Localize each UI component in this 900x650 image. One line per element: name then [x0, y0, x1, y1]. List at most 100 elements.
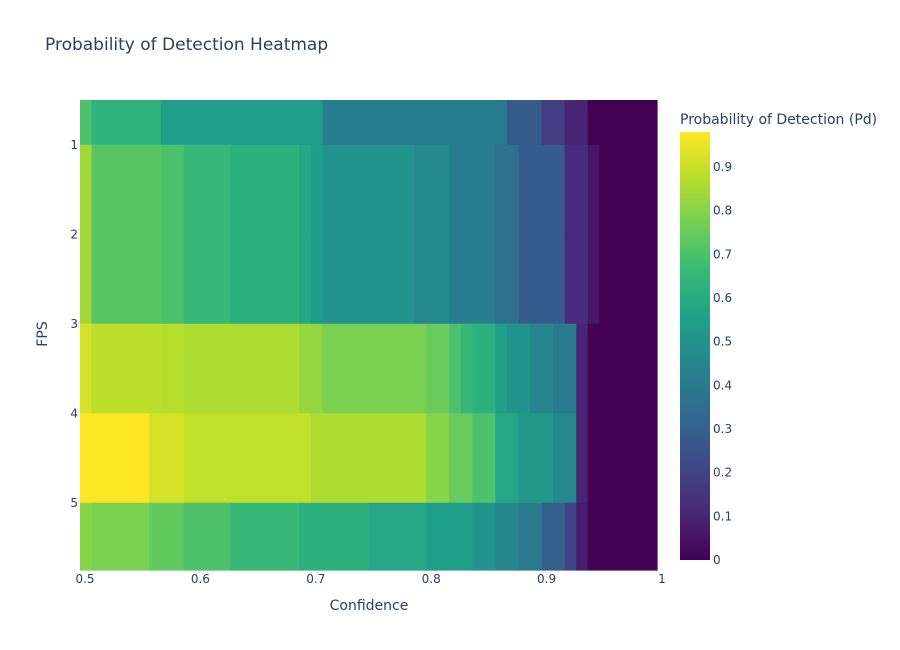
heatmap-cell: [80, 144, 93, 235]
x-axis-title: Confidence: [330, 598, 409, 614]
heatmap-cell: [541, 100, 566, 146]
heatmap-cell: [160, 234, 185, 325]
heatmap-cell: [495, 502, 520, 571]
colorbar-tick-label: 0.3: [713, 422, 732, 436]
heatmap-cell: [426, 323, 450, 414]
heatmap-cell: [530, 323, 554, 414]
y-tick-label: 4: [70, 406, 78, 420]
heatmap-cell: [518, 413, 554, 504]
heatmap-cell: [472, 323, 497, 414]
heatmap-cell: [449, 323, 462, 414]
heatmap-cell: [414, 144, 450, 235]
heatmap-cell: [576, 323, 589, 414]
heatmap-cell: [160, 144, 185, 235]
colorbar-tick-label: 0.7: [713, 247, 732, 261]
y-axis-title: FPS: [35, 321, 51, 346]
heatmap-cell: [599, 144, 658, 235]
heatmap-cell: [80, 502, 93, 571]
y-tick-label: 3: [70, 317, 78, 331]
heatmap-cell: [460, 323, 473, 414]
heatmap-cell: [368, 502, 427, 571]
colorbar-tick-label: 0: [713, 553, 721, 567]
colorbar: [680, 132, 710, 560]
heatmap-cell: [414, 234, 450, 325]
heatmap-cell: [160, 100, 323, 146]
heatmap-cell: [518, 502, 543, 571]
x-tick-label: 0.6: [191, 572, 210, 586]
heatmap-cell: [449, 144, 497, 235]
heatmap-cell: [91, 144, 162, 235]
heatmap-cell: [449, 413, 473, 504]
y-tick-label: 1: [70, 138, 78, 152]
heatmap-cell: [495, 413, 520, 504]
heatmap-cell: [495, 144, 520, 235]
heatmap-cell: [310, 234, 323, 325]
heatmap-cell: [299, 144, 312, 235]
colorbar-title: Probability of Detection (Pd): [680, 112, 877, 128]
heatmap-cell: [472, 413, 497, 504]
heatmap-cell: [230, 502, 300, 571]
colorbar-tick-label: 0.6: [713, 291, 732, 305]
heatmap-cell: [426, 413, 450, 504]
heatmap-cell: [553, 413, 577, 504]
heatmap-cell: [91, 323, 162, 414]
heatmap-cell: [91, 502, 150, 571]
heatmap-cell: [183, 413, 312, 504]
heatmap-cell: [587, 323, 658, 414]
heatmap-cell: [587, 413, 658, 504]
colorbar-tick-label: 0.4: [713, 378, 732, 392]
heatmap-cell: [576, 502, 589, 571]
heatmap-cell: [495, 234, 520, 325]
heatmap-cell: [322, 100, 497, 146]
heatmap-cell: [506, 100, 543, 146]
heatmap-cell: [322, 234, 416, 325]
heatmap-cell: [299, 234, 312, 325]
heatmap-cell: [576, 413, 589, 504]
x-axis-ticks: 0.5 0.6 0.7 0.8 0.9 1: [75, 572, 665, 586]
heatmap-cell: [91, 234, 162, 325]
heatmap-cell: [449, 234, 497, 325]
heatmap-cell: [553, 323, 577, 414]
colorbar-tick-label: 0.1: [713, 509, 732, 523]
heatmap-cell: [80, 413, 150, 504]
heatmap-cell: [80, 323, 93, 414]
heatmap-cell: [518, 144, 566, 235]
colorbar-tick-label: 0.5: [713, 335, 732, 349]
heatmap-cell: [472, 502, 497, 571]
heatmap-cell: [564, 502, 577, 571]
heatmap-cell: [506, 323, 531, 414]
heatmap-cell: [160, 323, 185, 414]
heatmap-cell: [564, 100, 589, 146]
chart-title: Probability of Detection Heatmap: [45, 35, 328, 55]
heatmap-cell: [91, 100, 162, 146]
heatmap-cell: [299, 502, 370, 571]
heatmap-cell: [183, 144, 231, 235]
heatmap-cell: [495, 100, 508, 146]
heatmap-cell: [149, 413, 185, 504]
heatmap-cell: [299, 323, 323, 414]
heatmap-cells: [80, 100, 658, 571]
heatmap-cell: [541, 502, 566, 571]
heatmap-cell: [183, 323, 300, 414]
heatmap-cell: [322, 144, 416, 235]
heatmap-cell: [564, 144, 589, 235]
x-tick-label: 0.7: [306, 572, 325, 586]
heatmap-cell: [587, 100, 658, 146]
heatmap-cell: [310, 144, 323, 235]
heatmap-cell: [149, 502, 185, 571]
heatmap-cell: [310, 413, 427, 504]
heatmap-cell: [587, 234, 600, 325]
heatmap-cell: [587, 502, 658, 571]
colorbar-tick-label: 0.8: [713, 204, 732, 218]
heatmap-cell: [230, 144, 300, 235]
y-tick-label: 2: [70, 227, 78, 241]
heatmap-cell: [183, 234, 231, 325]
x-tick-label: 0.9: [537, 572, 556, 586]
y-tick-label: 5: [70, 496, 78, 510]
colorbar-ticks: 0 0.1 0.2 0.3 0.4 0.5 0.6 0.7 0.8 0.9: [713, 160, 732, 567]
colorbar-tick-label: 0.2: [713, 466, 732, 480]
x-tick-label: 1: [658, 572, 666, 586]
heatmap-cell: [80, 100, 93, 146]
x-tick-label: 0.5: [75, 572, 94, 586]
